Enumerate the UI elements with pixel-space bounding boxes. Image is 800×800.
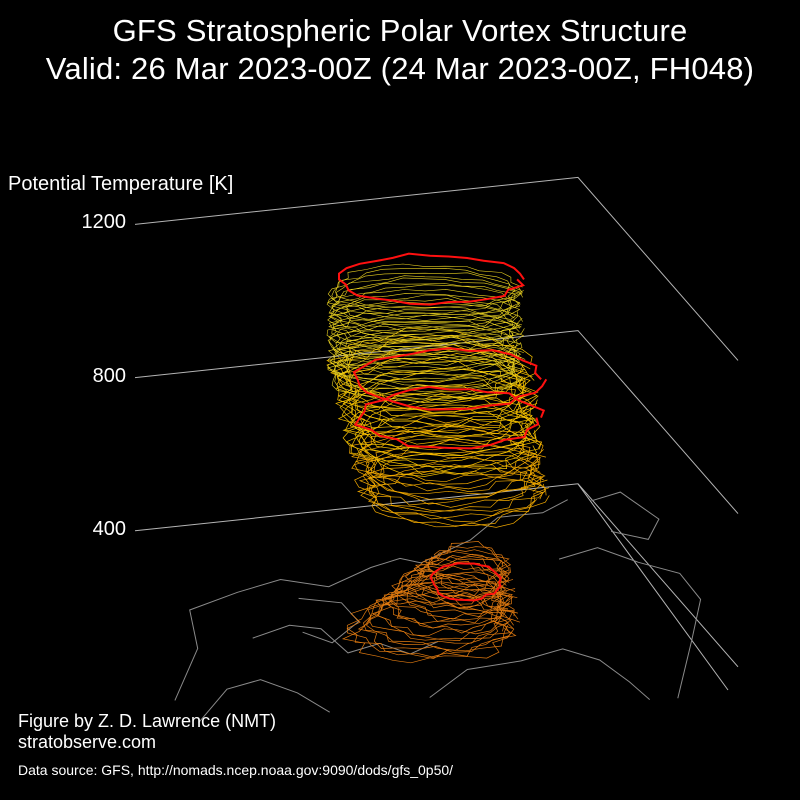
isentropic-contour xyxy=(427,541,510,586)
isentropic-contour xyxy=(331,277,521,323)
isentropic-contour xyxy=(326,349,523,396)
isentropic-contour xyxy=(327,275,523,321)
figure-credit: Figure by Z. D. Lawrence (NMT) stratobse… xyxy=(18,711,276,753)
isentropic-contour xyxy=(353,385,546,450)
isentropic-contour xyxy=(344,391,533,456)
isentropic-contour xyxy=(326,312,524,359)
isentropic-contour xyxy=(329,289,518,335)
coastline xyxy=(591,491,660,540)
isentropic-contour xyxy=(326,283,521,328)
coastline xyxy=(298,597,360,644)
credit-website: stratobserve.com xyxy=(18,732,157,752)
isentropic-contour xyxy=(396,561,516,615)
z-tick-label: 1200 xyxy=(81,211,127,234)
isentropic-contour xyxy=(387,573,514,634)
isentropic-contour xyxy=(331,356,523,404)
chart-title: GFS Stratospheric Polar Vortex Structure… xyxy=(0,12,800,88)
isentropic-contour xyxy=(352,347,548,411)
isentropic-contour xyxy=(346,590,514,659)
isentropic-contour xyxy=(334,339,522,387)
coastline xyxy=(198,679,330,724)
isentropic-contour xyxy=(349,425,544,485)
isentropic-contour xyxy=(331,268,524,314)
isentropic-contour xyxy=(326,334,531,406)
isentropic-contour xyxy=(336,347,527,417)
credit-author: Figure by Z. D. Lawrence (NMT) xyxy=(18,711,277,731)
isentropic-contour xyxy=(417,550,510,598)
axis-planes xyxy=(134,176,739,691)
y-axis-label: Potential Temperature [K] xyxy=(8,173,234,195)
z-tick-label: 800 xyxy=(92,364,126,387)
isentropic-contour xyxy=(342,406,534,472)
isentropic-contour xyxy=(329,294,523,341)
title-line-1: GFS Stratospheric Polar Vortex Structure xyxy=(112,13,688,48)
isentropic-contour xyxy=(366,587,519,651)
isentropic-contour xyxy=(393,565,516,620)
isentropic-contour xyxy=(356,463,546,523)
isentropic-contour xyxy=(332,325,522,373)
isentropic-contour xyxy=(360,464,550,527)
isentropic-contour xyxy=(342,397,537,462)
axis-plane-line xyxy=(134,483,739,668)
title-line-2: Valid: 26 Mar 2023-00Z (24 Mar 2023-00Z,… xyxy=(45,51,755,86)
isentropic-contour xyxy=(328,298,523,344)
isentropic-contour xyxy=(351,416,544,483)
isentropic-contour xyxy=(335,263,523,309)
coastline xyxy=(174,499,568,701)
axis-plane-line xyxy=(134,330,739,514)
isentropic-contour xyxy=(334,328,524,376)
coastline xyxy=(558,547,702,699)
isentropic-contour xyxy=(341,598,513,664)
isentropic-contour xyxy=(378,581,511,641)
isentropic-contour xyxy=(328,284,521,332)
isentropic-contour xyxy=(328,309,520,356)
isentropic-contour xyxy=(369,453,546,513)
isentropic-contour xyxy=(362,446,542,508)
isentropic-contour xyxy=(342,376,536,445)
isentropic-contour xyxy=(348,372,531,439)
z-tick-label: 400 xyxy=(92,517,126,540)
isentropic-contour xyxy=(327,272,523,318)
isentropic-contour xyxy=(410,556,514,605)
isentropic-contour xyxy=(404,556,510,609)
isentropic-contour xyxy=(338,252,526,306)
isentropic-contour xyxy=(327,293,521,339)
isentropic-contour xyxy=(368,581,518,641)
isentropic-contour xyxy=(327,336,526,383)
coastline xyxy=(429,648,651,700)
isentropic-contour xyxy=(339,366,538,434)
isentropic-contour xyxy=(329,343,525,390)
isentropic-contour xyxy=(429,562,502,602)
vortex-isosurface xyxy=(326,252,550,664)
data-source: Data source: GFS, http://nomads.ncep.noa… xyxy=(18,762,454,778)
isentropic-contour xyxy=(328,320,523,366)
isentropic-contour xyxy=(419,549,512,594)
basemap-coastlines xyxy=(174,491,702,724)
floor-edge xyxy=(577,483,729,691)
isentropic-contour xyxy=(330,335,537,410)
isentropic-contour xyxy=(336,357,539,428)
isentropic-contour xyxy=(384,571,518,625)
axis-plane-line xyxy=(134,176,739,361)
isentropic-contour xyxy=(362,584,515,645)
isentropic-contour xyxy=(342,353,531,425)
